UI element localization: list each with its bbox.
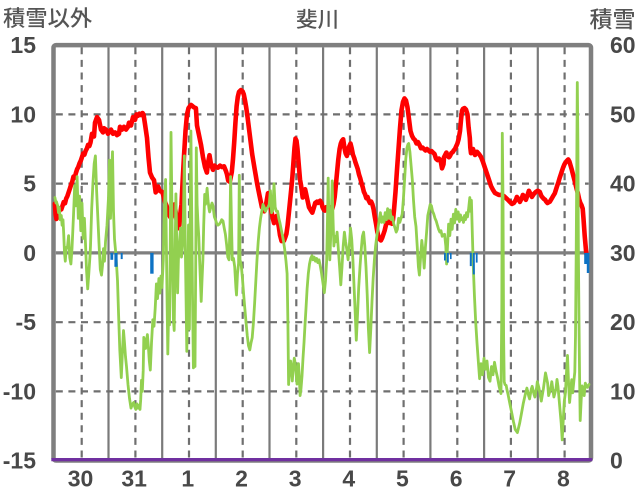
svg-text:5: 5 bbox=[23, 171, 36, 197]
svg-text:6: 6 bbox=[450, 466, 463, 492]
svg-text:10: 10 bbox=[10, 101, 36, 127]
svg-text:31: 31 bbox=[121, 466, 147, 492]
svg-text:-5: -5 bbox=[16, 309, 37, 335]
svg-text:0: 0 bbox=[23, 240, 36, 266]
svg-text:30: 30 bbox=[68, 466, 94, 492]
svg-text:3: 3 bbox=[289, 466, 302, 492]
svg-text:5: 5 bbox=[396, 466, 409, 492]
svg-text:1: 1 bbox=[181, 466, 194, 492]
svg-text:60: 60 bbox=[610, 32, 636, 58]
svg-text:2: 2 bbox=[235, 466, 248, 492]
svg-text:40: 40 bbox=[610, 171, 636, 197]
svg-text:20: 20 bbox=[610, 309, 636, 335]
svg-text:0: 0 bbox=[610, 448, 623, 474]
svg-text:15: 15 bbox=[10, 32, 36, 58]
svg-text:-15: -15 bbox=[3, 448, 36, 474]
svg-text:50: 50 bbox=[610, 101, 636, 127]
svg-text:4: 4 bbox=[342, 466, 355, 492]
svg-text:8: 8 bbox=[557, 466, 570, 492]
svg-text:7: 7 bbox=[503, 466, 516, 492]
svg-text:-10: -10 bbox=[3, 378, 36, 404]
svg-text:30: 30 bbox=[610, 240, 636, 266]
svg-text:10: 10 bbox=[610, 378, 636, 404]
